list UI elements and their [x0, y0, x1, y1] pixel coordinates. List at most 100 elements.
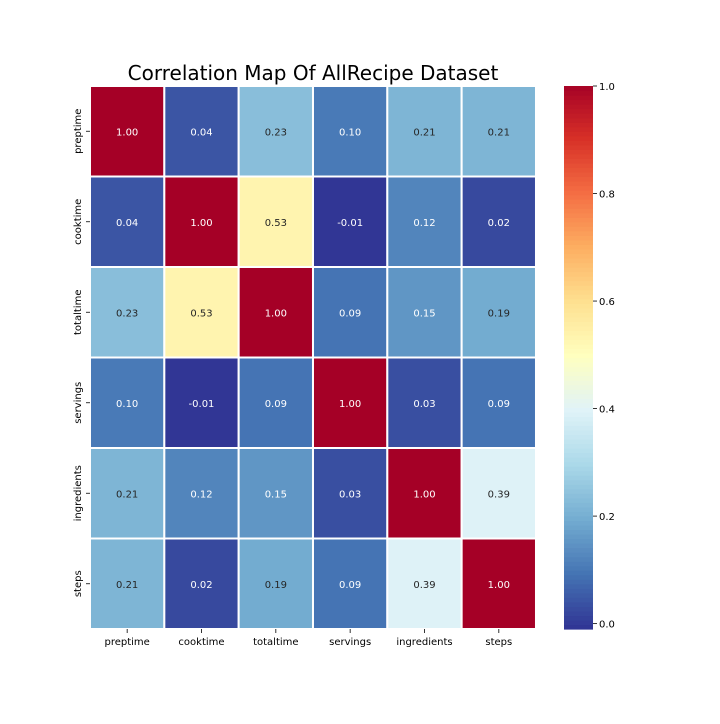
- heatmap-cell-ingredients-steps: [460, 447, 537, 540]
- heatmap-cell-cooktime-steps: [460, 175, 537, 268]
- colorbar-segment: [564, 583, 593, 589]
- cell-value-label: 0.21: [413, 127, 435, 138]
- heatmap-cell-totaltime-totaltime: [237, 266, 314, 359]
- colorbar-segment: [564, 610, 593, 617]
- colorbar-segment: [564, 543, 593, 549]
- cell-value-label: 0.19: [488, 308, 510, 319]
- colorbar-segment: [564, 244, 593, 250]
- y-tick-label-steps: steps: [73, 570, 84, 597]
- colorbar-segment: [564, 398, 593, 404]
- colorbar-segment: [564, 267, 593, 273]
- colorbar-segment: [564, 371, 593, 377]
- colorbar-segment: [564, 448, 593, 454]
- heatmap-cell-totaltime-ingredients: [386, 266, 463, 359]
- colorbar-segment: [564, 289, 593, 295]
- colorbar-segment: [564, 606, 593, 612]
- colorbar-segment: [564, 312, 593, 318]
- colorbar-segment: [564, 171, 593, 178]
- colorbar-segment: [564, 262, 593, 268]
- colorbar-segment: [564, 95, 593, 101]
- cell-value-label: 0.21: [116, 489, 138, 500]
- colorbar-segment: [564, 393, 593, 399]
- colorbar-segment: [564, 457, 593, 463]
- colorbar-segment: [564, 321, 593, 327]
- colorbar-segment: [564, 601, 593, 607]
- colorbar-segment: [564, 443, 593, 449]
- cell-value-label: -0.01: [189, 399, 215, 410]
- colorbar-segment: [564, 117, 593, 123]
- colorbar-segment: [564, 434, 593, 440]
- colorbar-segment: [564, 420, 593, 426]
- x-tick-label-ingredients: ingredients: [396, 637, 452, 648]
- colorbar: 0.0 0.2 0.4 0.6 0.8 1.0: [564, 82, 615, 631]
- colorbar-segment: [564, 470, 593, 476]
- colorbar-segment: [564, 389, 593, 395]
- colorbar-segment: [564, 619, 593, 626]
- cell-value-label: 0.02: [488, 218, 510, 229]
- colorbar-segment: [564, 380, 593, 386]
- cell-value-label: 0.09: [488, 399, 510, 410]
- heatmap-cell-servings-steps: [460, 356, 537, 449]
- colorbar-segment: [564, 194, 593, 200]
- colorbar-segment: [564, 181, 593, 187]
- colorbar-segment: [564, 407, 593, 413]
- cell-value-label: 0.23: [265, 127, 287, 138]
- heatmap-cell-cooktime-servings: [311, 175, 389, 268]
- heatmap-cell-preptime-totaltime: [237, 85, 314, 178]
- cell-value-label: 0.39: [413, 580, 435, 591]
- colorbar-segment: [564, 248, 593, 255]
- colorbar-segment: [564, 339, 593, 345]
- colorbar-segment: [564, 588, 593, 594]
- cell-annotations: 1.00 0.04 0.23 0.10 0.21 0.21 0.04 1.00 0.53 -0.0…: [116, 127, 510, 591]
- colorbar-segment: [564, 402, 593, 408]
- colorbar-segment: [564, 520, 593, 526]
- colorbar-segment: [564, 230, 593, 236]
- cell-value-label: 0.19: [265, 580, 287, 591]
- colorbar-segment: [564, 208, 593, 214]
- colorbar-segment: [564, 212, 593, 218]
- colorbar-segment: [564, 624, 593, 630]
- colorbar-segment: [564, 416, 593, 422]
- x-tick-label-servings: servings: [329, 637, 371, 648]
- colorbar-segment: [564, 484, 593, 490]
- cell-value-label: 0.03: [413, 399, 435, 410]
- colorbar-segment: [564, 271, 593, 277]
- heatmap-cell-steps-preptime: [89, 537, 166, 630]
- x-tick-label-steps: steps: [485, 637, 512, 648]
- colorbar-segment: [564, 506, 593, 512]
- colorbar-segment: [564, 615, 593, 621]
- colorbar-tick-label: 0.4: [599, 405, 615, 416]
- cell-value-label: 0.15: [413, 308, 435, 319]
- colorbar-segment: [564, 574, 593, 580]
- heatmap-cells: [89, 85, 537, 630]
- colorbar-segment: [564, 276, 593, 282]
- chart-title: Correlation Map Of AllRecipe Dataset: [128, 61, 499, 85]
- cell-value-label: -0.01: [337, 218, 363, 229]
- y-tick-label-cooktime: cooktime: [73, 199, 84, 245]
- cell-value-label: 0.09: [339, 308, 361, 319]
- cell-value-label: 0.03: [339, 489, 361, 500]
- heatmap-cell-totaltime-cooktime: [163, 266, 240, 359]
- colorbar-segment: [564, 167, 593, 173]
- cell-value-label: 0.12: [190, 489, 212, 500]
- colorbar-segment: [564, 303, 593, 309]
- heatmap-cell-steps-steps: [460, 537, 537, 630]
- colorbar-segment: [564, 334, 593, 340]
- cell-value-label: 0.04: [116, 218, 138, 229]
- colorbar-segment: [564, 502, 593, 508]
- colorbar-segment: [564, 561, 593, 567]
- colorbar-tick-label: 0.0: [599, 620, 615, 631]
- colorbar-segment: [564, 538, 593, 544]
- cell-value-label: 0.53: [190, 308, 212, 319]
- colorbar-segment: [564, 438, 593, 445]
- cell-value-label: 0.09: [265, 399, 287, 410]
- colorbar-tick-label: 1.0: [599, 82, 615, 93]
- colorbar-tick-label: 0.8: [599, 190, 615, 201]
- colorbar-segment: [564, 144, 593, 150]
- colorbar-segment: [564, 570, 593, 576]
- colorbar-segment: [564, 511, 593, 517]
- heatmap-cell-servings-totaltime: [237, 356, 314, 449]
- y-tick-label-totaltime: totaltime: [73, 290, 84, 335]
- colorbar-segment: [564, 429, 593, 436]
